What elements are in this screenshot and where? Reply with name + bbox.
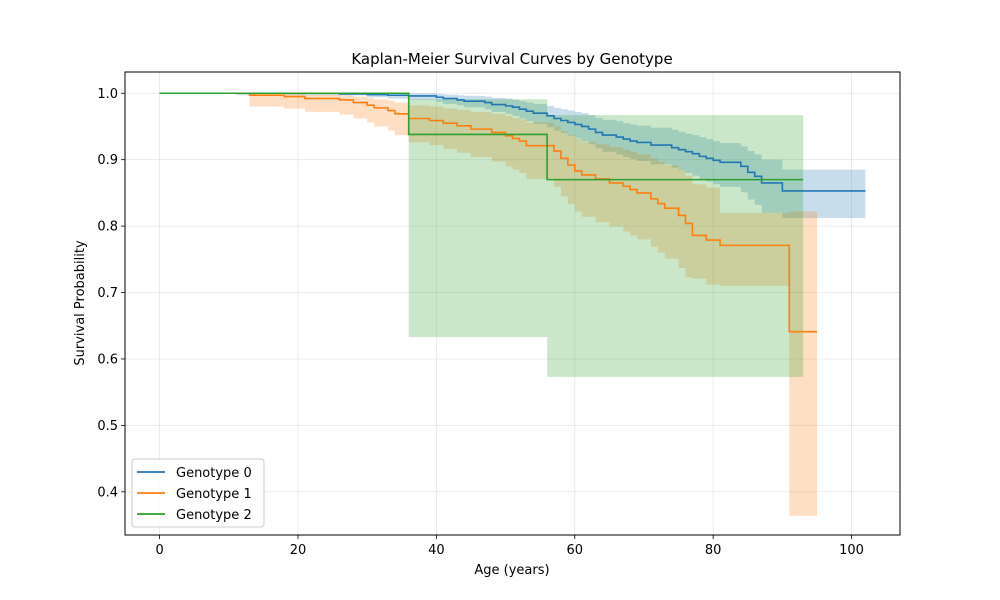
y-tick-label: 0.9 [97, 153, 118, 168]
x-tick-label: 40 [428, 543, 445, 558]
legend: Genotype 0 Genotype 1 Genotype 2 [131, 458, 265, 528]
plot-frame [124, 71, 901, 536]
x-tick-label: 20 [290, 543, 307, 558]
y-axis-label: Survival Probability [73, 240, 88, 366]
x-tick-label: 100 [839, 543, 864, 558]
y-tick-label: 1.0 [97, 87, 118, 102]
x-axis-label: Age (years) [474, 563, 549, 578]
grid [125, 72, 900, 535]
ci-band-genotype-2 [159, 93, 804, 377]
x-tick-label: 0 [155, 543, 163, 558]
y-axis: 0.4 0.5 0.6 0.7 0.8 0.9 1.0 [97, 87, 125, 500]
x-axis: 0 20 40 60 80 100 [155, 535, 864, 558]
x-tick-label: 80 [705, 543, 722, 558]
legend-box [131, 458, 265, 528]
y-tick-label: 0.4 [97, 485, 118, 500]
chart-title: Kaplan-Meier Survival Curves by Genotype [351, 50, 672, 68]
series-lines [159, 92, 866, 333]
series-line-genotype-1 [159, 92, 817, 333]
ci-band-genotype-0 [159, 93, 866, 219]
y-tick-label: 0.6 [97, 352, 118, 367]
x-tick-label: 60 [567, 543, 584, 558]
y-tick-label: 0.5 [97, 419, 118, 434]
legend-label-genotype-2: Genotype 2 [176, 508, 252, 523]
legend-label-genotype-0: Genotype 0 [176, 466, 252, 481]
series-line-genotype-2 [159, 92, 804, 181]
legend-label-genotype-1: Genotype 1 [176, 487, 252, 502]
y-tick-label: 0.8 [97, 220, 118, 235]
y-tick-label: 0.7 [97, 286, 118, 301]
series-line-genotype-0 [159, 92, 866, 192]
